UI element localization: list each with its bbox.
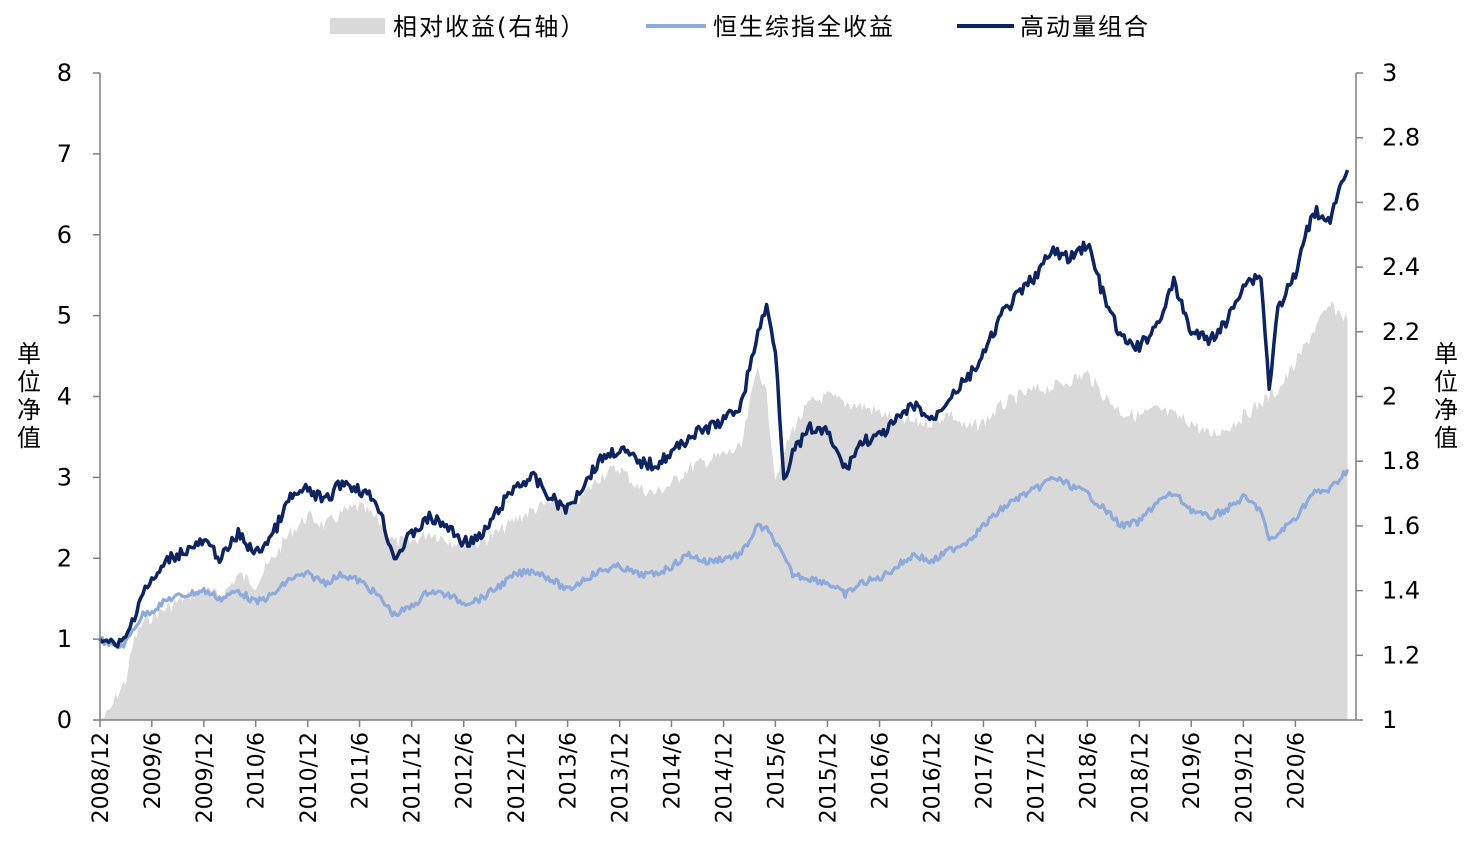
x-tick-label: 2019/6 (1180, 732, 1205, 809)
x-tick-label: 2017/6 (972, 732, 997, 809)
legend: 相对收益(右轴） 恒生综指全收益 高动量组合 (330, 13, 1150, 41)
x-tick-label: 2011/12 (401, 732, 426, 823)
right-tick-label: 2.2 (1382, 318, 1420, 346)
hs-composite-line (99, 468, 1350, 650)
x-tick-label: 2015/6 (764, 732, 789, 809)
left-tick-label: 4 (57, 383, 72, 411)
left-tick-label: 5 (57, 302, 72, 330)
x-tick-label: 2012/6 (453, 732, 478, 809)
x-tick-label: 2018/6 (1076, 732, 1101, 809)
x-tick-label: 2016/6 (869, 732, 894, 809)
right-axis-label-char: 单 (1434, 340, 1458, 368)
axes: 01234567811.21.41.61.822.22.42.62.83单位净值… (17, 59, 1458, 823)
x-tick-label: 2016/12 (921, 732, 946, 823)
right-axis-label-char: 净 (1434, 396, 1458, 424)
left-tick-label: 7 (57, 140, 72, 168)
relative-return-area-layer (100, 300, 1348, 720)
legend-label-index: 恒生综指全收益 (713, 13, 895, 41)
left-axis-label-char: 位 (17, 368, 41, 396)
right-tick-label: 2 (1382, 383, 1397, 411)
left-tick-label: 2 (57, 544, 72, 572)
line-layer (98, 169, 1350, 650)
x-tick-label: 2018/12 (1128, 732, 1153, 823)
right-tick-label: 3 (1382, 59, 1397, 87)
relative-return-area (100, 300, 1348, 720)
left-axis-label-char: 值 (17, 424, 41, 452)
left-tick-label: 0 (57, 706, 72, 734)
right-tick-label: 1.4 (1382, 577, 1420, 605)
x-tick-label: 2010/12 (297, 732, 322, 823)
x-tick-label: 2014/6 (661, 732, 686, 809)
momentum-portfolio-line (98, 169, 1350, 649)
legend-label-momentum: 高动量组合 (1020, 13, 1150, 41)
x-tick-label: 2019/12 (1232, 732, 1257, 823)
left-tick-label: 3 (57, 463, 72, 491)
left-tick-label: 8 (57, 59, 72, 87)
left-tick-label: 6 (57, 221, 72, 249)
x-tick-label: 2011/6 (349, 732, 374, 809)
x-tick-label: 2008/12 (89, 732, 114, 823)
right-tick-label: 1 (1382, 706, 1397, 734)
x-tick-label: 2014/12 (713, 732, 738, 823)
legend-label-relative: 相对收益(右轴） (393, 13, 586, 41)
x-tick-label: 2012/12 (505, 732, 530, 823)
x-tick-label: 2015/12 (817, 732, 842, 823)
right-axis-label-char: 值 (1434, 424, 1458, 452)
x-tick-label: 2013/12 (609, 732, 634, 823)
x-tick-label: 2010/6 (245, 732, 270, 809)
right-tick-label: 1.8 (1382, 447, 1420, 475)
right-tick-label: 1.2 (1382, 641, 1420, 669)
left-axis-label-char: 净 (17, 396, 41, 424)
x-tick-label: 2017/12 (1025, 732, 1050, 823)
x-tick-label: 2013/6 (557, 732, 582, 809)
x-tick-label: 2020/6 (1284, 732, 1309, 809)
legend-swatch-relative (330, 18, 385, 34)
x-tick-label: 2009/12 (193, 732, 218, 823)
right-tick-label: 2.8 (1382, 124, 1420, 152)
right-tick-label: 1.6 (1382, 512, 1420, 540)
left-axis-label-char: 单 (17, 340, 41, 368)
x-tick-label: 2009/6 (141, 732, 166, 809)
right-axis-label-char: 位 (1434, 368, 1458, 396)
left-tick-label: 1 (57, 625, 72, 653)
right-tick-label: 2.6 (1382, 188, 1420, 216)
right-tick-label: 2.4 (1382, 253, 1420, 281)
